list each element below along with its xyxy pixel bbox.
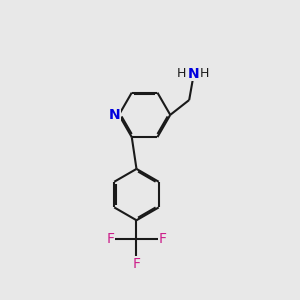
Text: H: H [200,67,209,80]
Text: F: F [159,232,167,246]
Text: F: F [133,257,140,271]
Text: F: F [106,232,114,246]
Text: H: H [177,67,187,80]
Text: N: N [188,67,199,81]
Text: N: N [108,108,120,122]
